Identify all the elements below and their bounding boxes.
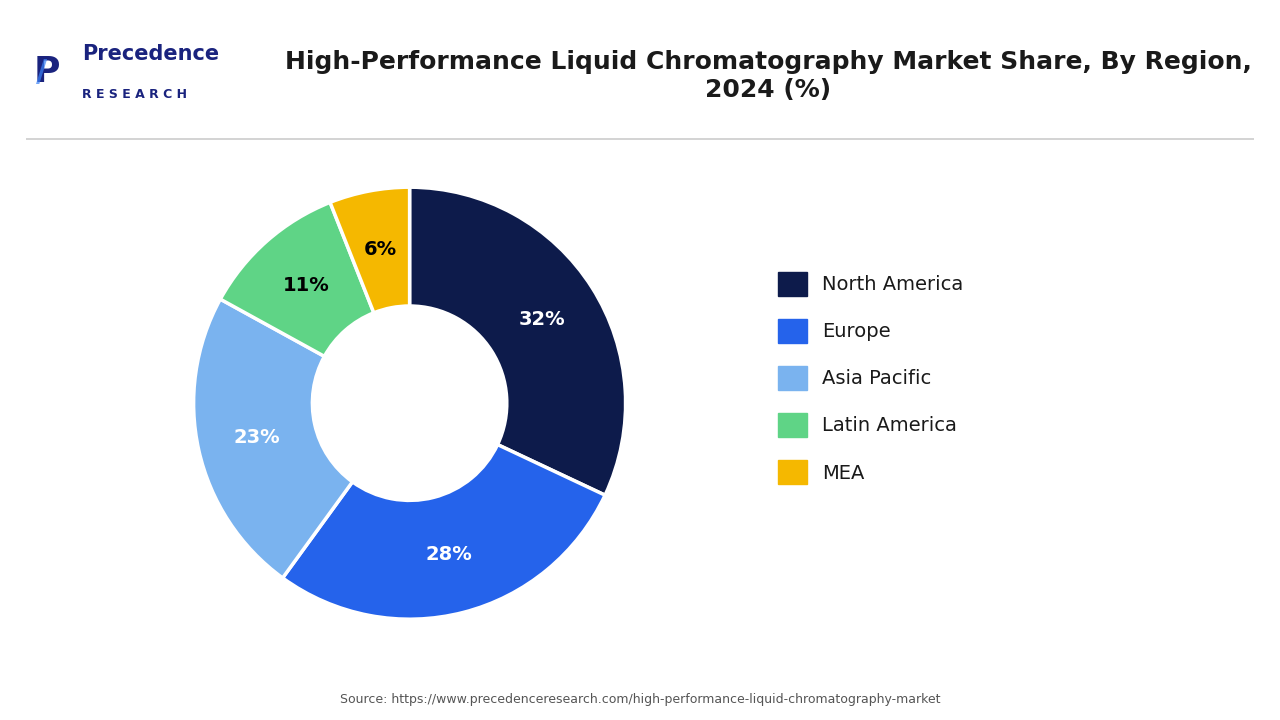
Text: 6%: 6% bbox=[364, 240, 397, 259]
Text: High-Performance Liquid Chromatography Market Share, By Region,
2024 (%): High-Performance Liquid Chromatography M… bbox=[284, 50, 1252, 102]
Wedge shape bbox=[193, 299, 352, 578]
Text: 28%: 28% bbox=[425, 545, 472, 564]
Text: 11%: 11% bbox=[283, 276, 329, 295]
Legend: North America, Europe, Asia Pacific, Latin America, MEA: North America, Europe, Asia Pacific, Lat… bbox=[778, 272, 964, 484]
Wedge shape bbox=[410, 187, 626, 495]
Wedge shape bbox=[220, 202, 374, 356]
Text: Precedence: Precedence bbox=[82, 44, 219, 64]
Wedge shape bbox=[330, 187, 410, 312]
Text: Source: https://www.precedenceresearch.com/high-performance-liquid-chromatograph: Source: https://www.precedenceresearch.c… bbox=[339, 693, 941, 706]
Text: 23%: 23% bbox=[233, 428, 280, 447]
Text: /: / bbox=[36, 58, 47, 86]
Text: R E S E A R C H: R E S E A R C H bbox=[82, 88, 187, 101]
Wedge shape bbox=[283, 444, 605, 619]
Text: 32%: 32% bbox=[518, 310, 566, 329]
Text: P: P bbox=[33, 55, 60, 89]
